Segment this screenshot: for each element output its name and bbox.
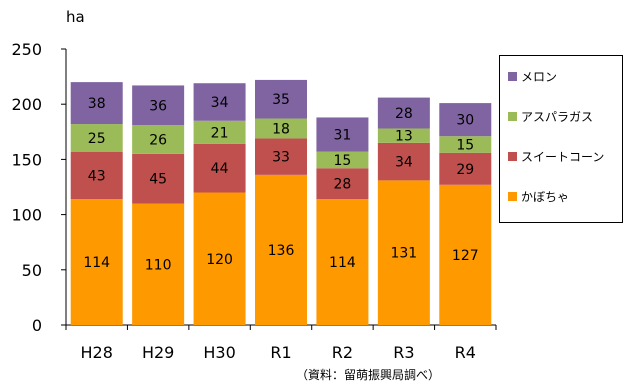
bar-segment [316, 199, 369, 325]
legend-label: アスパラガス [521, 109, 594, 124]
data-label: 33 [272, 150, 290, 166]
bar-segment [255, 79, 307, 119]
legend-label: かぼちゃ [521, 189, 570, 204]
bar-segment [70, 151, 123, 200]
bar-segment [193, 192, 246, 325]
legend-item: スイートコーン [508, 147, 604, 165]
data-label: 28 [334, 177, 352, 193]
bar-segment [70, 124, 123, 152]
data-labels: 114 43 25 38 110 45 26 36 120 44 21 34 136 33 18 35 114 2… [83, 92, 478, 273]
data-label: 131 [390, 246, 417, 262]
data-label: 34 [395, 155, 413, 171]
bar-segment [316, 168, 369, 200]
legend-swatch [508, 191, 517, 201]
bar-segment [439, 152, 492, 185]
data-label: 136 [268, 243, 295, 259]
legend-item: アスパラガス [508, 107, 593, 125]
data-label: 15 [456, 137, 474, 153]
y-tick-label: 50 [22, 261, 42, 280]
legend-swatch [508, 71, 517, 81]
bar-segment [377, 142, 430, 181]
y-tick-label: 150 [11, 150, 42, 169]
data-label: 114 [329, 255, 356, 271]
x-tick-label: R4 [455, 343, 476, 362]
bar-segment [255, 118, 307, 139]
bar-segment [316, 151, 369, 169]
bar-segment [439, 184, 492, 325]
data-label: 43 [88, 168, 106, 184]
data-label: 114 [83, 255, 110, 271]
data-label: 28 [395, 106, 413, 122]
data-label: 38 [88, 96, 106, 112]
bar-segment [70, 199, 123, 325]
legend-label: スイートコーン [521, 149, 605, 164]
legend-swatch [508, 111, 517, 121]
bar-segment [132, 85, 185, 126]
bar-segment [255, 138, 307, 175]
x-tick-label: H29 [142, 343, 174, 362]
axes: ha 0 50 100 150 200 250 H28 H29 H30 R1 R2 R3 R4 [11, 8, 497, 362]
data-label: 34 [211, 95, 229, 111]
data-label: 44 [211, 161, 229, 177]
bar-segment [132, 203, 185, 325]
bars [70, 79, 492, 325]
data-label: 31 [334, 128, 352, 144]
bar-segment [193, 83, 246, 121]
legend-item: メロン [508, 67, 557, 85]
data-label: 110 [145, 257, 172, 273]
y-axis-unit-label: ha [66, 8, 85, 26]
data-label: 36 [149, 98, 167, 114]
bar-segment [439, 136, 492, 153]
y-tick-label: 200 [11, 95, 42, 114]
data-label: 45 [149, 172, 167, 188]
y-tick-label: 250 [11, 40, 42, 59]
legend-label: メロン [521, 69, 558, 84]
legend: メロンアスパラガス スイートコーン かぼちゃ [499, 55, 623, 223]
data-label: 18 [272, 121, 290, 137]
bar-segment [377, 180, 430, 325]
data-label: 127 [452, 248, 479, 264]
bar-segment [377, 128, 430, 143]
legend-item: かぼちゃ [508, 187, 569, 205]
bar-segment [193, 143, 246, 193]
bar-segment [132, 125, 185, 154]
x-tick-label: R2 [332, 343, 353, 362]
y-tick-label: 100 [11, 206, 42, 225]
x-tick-label: R3 [393, 343, 414, 362]
data-label: 29 [456, 162, 474, 178]
x-tick-label: H28 [81, 343, 113, 362]
data-label: 35 [272, 92, 290, 108]
data-label: 21 [211, 125, 229, 141]
data-label: 120 [206, 252, 233, 268]
y-tick-label: 0 [32, 316, 42, 335]
bar-segment [132, 153, 185, 204]
bar-segment [439, 103, 492, 137]
data-label: 15 [334, 153, 352, 169]
data-label: 26 [149, 133, 167, 149]
data-label: 30 [456, 113, 474, 129]
data-label: 25 [88, 131, 106, 147]
x-tick-label: R1 [270, 343, 291, 362]
bar-segment [70, 82, 123, 125]
bar-segment [377, 97, 430, 129]
bar-segment [316, 117, 369, 152]
bar-segment [255, 174, 307, 325]
bar-segment [193, 120, 246, 144]
data-label: 13 [395, 129, 413, 145]
source-note: （資料：留萌振興局調べ） [296, 368, 441, 382]
legend-swatch [508, 151, 517, 161]
x-tick-label: H30 [203, 343, 235, 362]
